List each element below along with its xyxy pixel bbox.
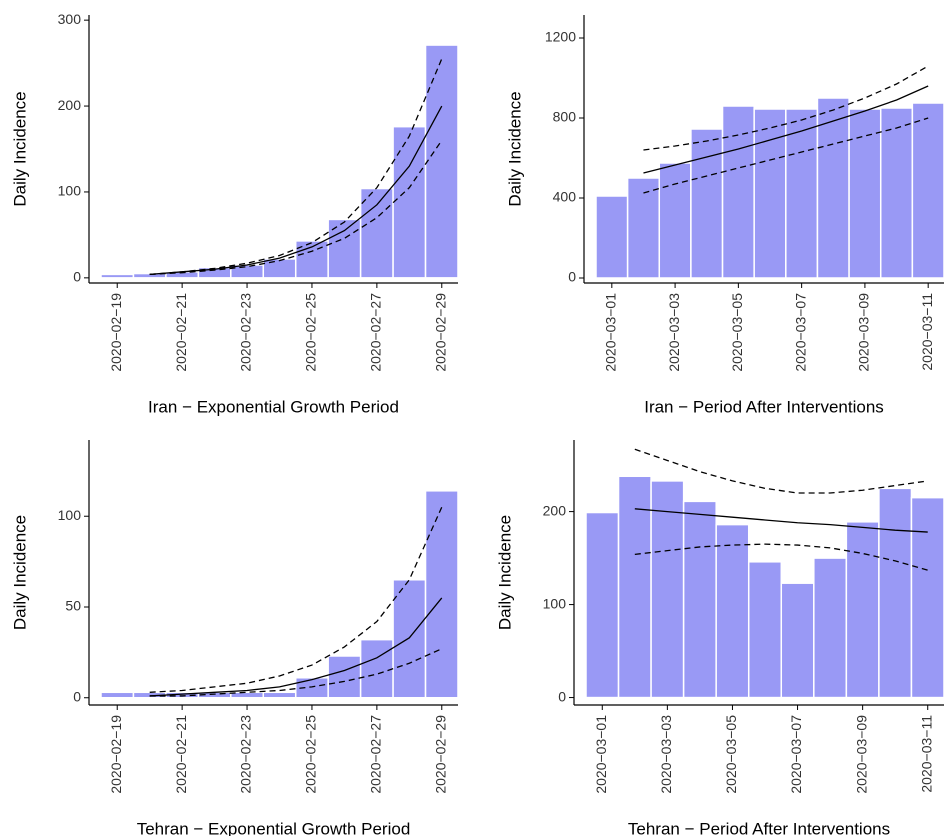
y-tick-label: 0 bbox=[558, 688, 566, 704]
y-tick-label: 0 bbox=[568, 269, 576, 285]
x-tick-label: 2020−03−05 bbox=[723, 715, 739, 794]
x-tick-label: 2020−03−05 bbox=[729, 293, 745, 372]
y-tick-label: 100 bbox=[543, 595, 567, 611]
fit-line bbox=[643, 85, 929, 174]
bar bbox=[595, 195, 629, 279]
fit-line bbox=[149, 597, 443, 697]
bar bbox=[690, 128, 724, 279]
bar bbox=[845, 521, 880, 699]
x-tick-label: 2020−02−27 bbox=[368, 715, 384, 794]
bar bbox=[650, 480, 685, 699]
bar bbox=[682, 500, 717, 699]
bar bbox=[359, 638, 394, 699]
x-tick-label: 2020−03−11 bbox=[918, 715, 934, 793]
bar bbox=[747, 561, 783, 699]
fit-line bbox=[634, 508, 928, 533]
x-tick-label: 2020−02−19 bbox=[108, 715, 124, 794]
y-tick-label: 0 bbox=[73, 269, 81, 285]
bar bbox=[813, 557, 848, 699]
y-tick-label: 100 bbox=[58, 183, 82, 199]
x-tick-label: 2020−02−21 bbox=[173, 715, 189, 794]
x-tick-label: 2020−02−23 bbox=[238, 715, 254, 794]
bar bbox=[392, 579, 427, 699]
bar bbox=[911, 102, 945, 279]
bar bbox=[879, 107, 914, 279]
y-tick-label: 200 bbox=[58, 97, 82, 113]
bar bbox=[359, 187, 394, 279]
y-tick-label: 0 bbox=[73, 688, 81, 704]
bar bbox=[262, 258, 297, 279]
bound-line bbox=[149, 506, 443, 693]
x-tick-label: 2020−03−07 bbox=[792, 293, 808, 372]
bound-line bbox=[149, 648, 443, 697]
x-tick-label: 2020−02−29 bbox=[432, 715, 448, 794]
bound-line bbox=[634, 543, 928, 571]
bar bbox=[816, 97, 850, 279]
bar bbox=[392, 125, 427, 279]
x-tick-label: 2020−03−01 bbox=[593, 715, 609, 794]
bar bbox=[910, 496, 945, 699]
bar bbox=[230, 691, 265, 699]
x-tick-label: 2020−02−19 bbox=[108, 293, 124, 372]
x-tick-label: 2020−02−29 bbox=[432, 293, 448, 372]
bound-line bbox=[634, 448, 928, 494]
x-axis-title: Tehran − Period After Interventions bbox=[628, 819, 890, 836]
bound-line bbox=[643, 65, 929, 151]
x-tick-label: 2020−03−03 bbox=[666, 293, 682, 372]
x-tick-label: 2020−02−25 bbox=[303, 293, 319, 372]
y-axis-title: Daily Incidence bbox=[10, 515, 29, 630]
bar bbox=[658, 162, 692, 279]
x-tick-label: 2020−02−25 bbox=[303, 715, 319, 794]
y-tick-label: 1200 bbox=[545, 29, 576, 45]
y-tick-label: 50 bbox=[65, 598, 81, 614]
bar bbox=[100, 273, 135, 279]
bar bbox=[617, 475, 652, 699]
x-axis-title: Iran − Exponential Growth Period bbox=[148, 397, 399, 416]
bar bbox=[721, 105, 755, 279]
y-axis-title: Daily Incidence bbox=[10, 91, 29, 206]
bar bbox=[715, 523, 750, 699]
y-tick-label: 200 bbox=[543, 502, 567, 518]
bar bbox=[100, 691, 135, 699]
x-tick-label: 2020−02−21 bbox=[173, 293, 189, 372]
bar bbox=[878, 487, 913, 699]
bar bbox=[753, 108, 787, 279]
bar bbox=[262, 691, 297, 699]
x-tick-label: 2020−03−09 bbox=[853, 715, 869, 794]
fit-line bbox=[149, 105, 443, 276]
y-axis-title: Daily Incidence bbox=[495, 515, 514, 630]
x-tick-label: 2020−03−09 bbox=[856, 293, 872, 372]
bar bbox=[424, 44, 459, 279]
bound-line bbox=[149, 58, 443, 276]
bar bbox=[785, 108, 819, 279]
y-axis-title: Daily Incidence bbox=[505, 91, 524, 206]
bar bbox=[327, 655, 362, 699]
bar bbox=[848, 108, 882, 279]
bar bbox=[327, 218, 362, 279]
y-tick-label: 300 bbox=[58, 11, 82, 27]
x-tick-label: 2020−03−11 bbox=[919, 293, 935, 371]
x-tick-label: 2020−02−23 bbox=[238, 293, 254, 372]
x-tick-label: 2020−03−03 bbox=[658, 715, 674, 794]
bound-line bbox=[643, 117, 929, 194]
bar bbox=[424, 490, 459, 699]
y-tick-label: 400 bbox=[553, 189, 577, 205]
x-tick-label: 2020−03−07 bbox=[788, 715, 804, 794]
bar bbox=[626, 177, 661, 279]
x-tick-label: 2020−02−27 bbox=[368, 293, 384, 372]
x-tick-label: 2020−03−01 bbox=[603, 293, 619, 372]
y-tick-label: 800 bbox=[553, 109, 577, 125]
bar bbox=[585, 511, 620, 699]
bar bbox=[780, 582, 815, 699]
y-tick-label: 100 bbox=[58, 507, 82, 523]
x-axis-title: Tehran − Exponential Growth Period bbox=[137, 819, 411, 836]
x-axis-title: Iran − Period After Interventions bbox=[644, 397, 884, 416]
